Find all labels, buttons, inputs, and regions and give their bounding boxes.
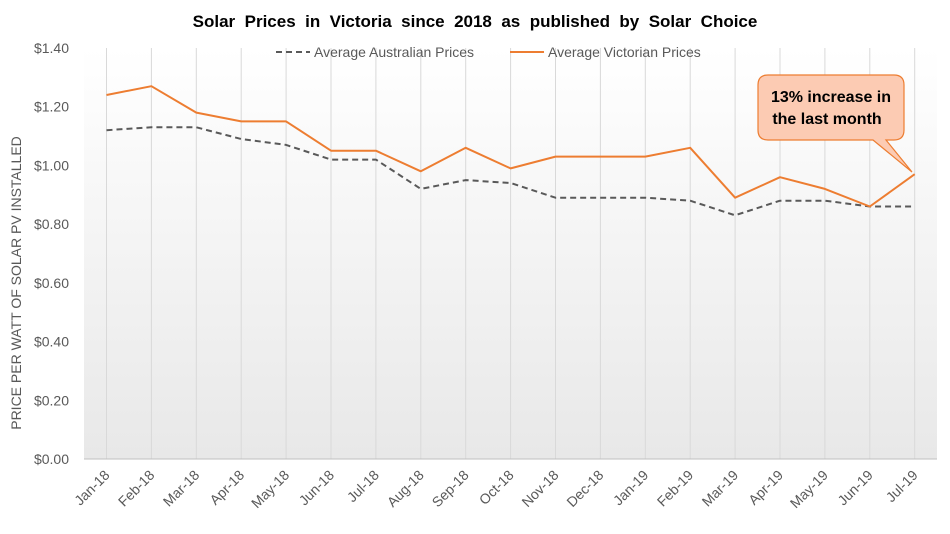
- x-tick-label-jun-18: Jun-18: [296, 467, 338, 509]
- y-tick-label: $0.80: [34, 216, 69, 232]
- x-tick-label-oct-18: Oct-18: [476, 467, 517, 508]
- x-tick-label-sep-18: Sep-18: [429, 467, 472, 510]
- callout-line-2: the last month: [772, 111, 881, 128]
- x-tick-label-may-18: May-18: [248, 467, 292, 511]
- x-tick-label-apr-18: Apr-18: [206, 467, 247, 508]
- x-tick-label-aug-18: Aug-18: [384, 467, 427, 510]
- series-line-australian: [106, 126, 915, 217]
- x-tick-label-jun-19: Jun-19: [834, 467, 876, 509]
- y-tick-label: $1.20: [34, 99, 69, 115]
- x-tick-label-feb-18: Feb-18: [115, 467, 158, 510]
- x-tick-label-mar-18: Mar-18: [160, 467, 203, 510]
- y-tick-label: $0.00: [34, 451, 69, 467]
- chart-title: Solar Prices in Victoria since 2018 as p…: [193, 12, 758, 31]
- x-tick-label-feb-19: Feb-19: [654, 467, 697, 510]
- legend-label-victoria: Average Victorian Prices: [548, 44, 701, 60]
- legend: Average Australian Prices Average Victor…: [276, 44, 701, 60]
- annotation-callout: 13% increase in the last month: [757, 74, 913, 173]
- y-axis-title: PRICE PER WATT OF SOLAR PV INSTALLED: [8, 136, 24, 430]
- x-axis-ticks: Jan-18 Feb-18 Mar-18 Apr-18 May-18 Jun-18 Jul-…: [71, 467, 921, 511]
- grid-lines: [106, 48, 916, 459]
- x-tick-label-jul-19: Jul-19: [883, 467, 921, 505]
- series-line-victorian: [106, 85, 916, 208]
- y-tick-label: $0.40: [34, 334, 69, 350]
- x-tick-label-mar-19: Mar-19: [699, 467, 742, 510]
- callout-shape: [757, 74, 913, 173]
- legend-label-australia: Average Australian Prices: [314, 44, 474, 60]
- y-axis-ticks: $0.00 $0.20 $0.40 $0.60 $0.80 $1.00 $1.20 $1.40: [34, 40, 69, 467]
- y-tick-label: $0.20: [34, 392, 69, 408]
- y-tick-label: $1.40: [34, 40, 69, 56]
- x-tick-label-jul-18: Jul-18: [344, 467, 382, 505]
- x-tick-label-dec-18: Dec-18: [563, 467, 606, 510]
- series-lines: [106, 85, 916, 217]
- x-tick-label-nov-18: Nov-18: [518, 467, 561, 510]
- y-tick-label: $1.00: [34, 157, 69, 173]
- x-tick-label-jan-18: Jan-18: [71, 467, 113, 509]
- x-tick-label-jan-19: Jan-19: [610, 467, 652, 509]
- callout-line-1: 13% increase in: [771, 89, 891, 106]
- x-tick-label-apr-19: Apr-19: [745, 467, 786, 508]
- x-tick-label-may-19: May-19: [787, 467, 831, 511]
- y-tick-label: $0.60: [34, 275, 69, 291]
